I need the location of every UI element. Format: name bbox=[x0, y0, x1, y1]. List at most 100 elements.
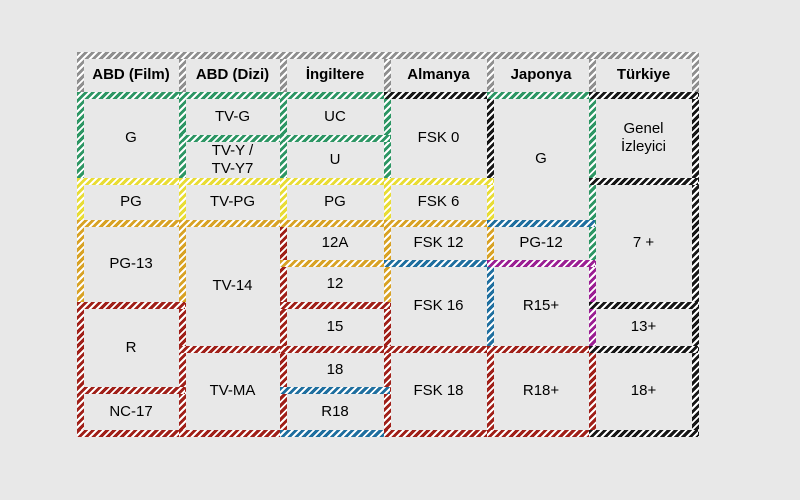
border-v-red bbox=[77, 302, 84, 436]
border-h-blue bbox=[384, 260, 493, 267]
cell-ingiltere-uc: UC bbox=[324, 107, 346, 125]
border-h-green bbox=[280, 92, 390, 99]
border-h-green bbox=[487, 92, 595, 99]
border-v-gold bbox=[487, 220, 494, 266]
cell-turkiye-18: 18+ bbox=[630, 382, 657, 399]
border-h-magenta bbox=[487, 260, 595, 267]
border-v-gray bbox=[280, 52, 287, 98]
border-h-black bbox=[589, 302, 698, 309]
cell-turkiye-7: 7 + bbox=[632, 234, 655, 251]
border-h-gold bbox=[77, 220, 185, 227]
border-h-red bbox=[77, 302, 185, 309]
cell-almanya-fsk-18: FSK 18 bbox=[413, 382, 464, 399]
border-h-yellow bbox=[179, 178, 286, 185]
border-v-gray bbox=[692, 52, 699, 98]
cell-ingiltere-18: 18 bbox=[326, 360, 344, 378]
border-v-yellow bbox=[280, 178, 287, 226]
border-h-blue bbox=[280, 387, 390, 394]
border-h-yellow bbox=[77, 178, 185, 185]
cell-ingiltere-12: 12 bbox=[326, 275, 344, 292]
cell-abd-dizi-tv-14: TV-14 bbox=[212, 277, 253, 294]
cell-japonya-g: G bbox=[535, 150, 547, 167]
border-h-black bbox=[384, 92, 493, 99]
border-v-gold bbox=[179, 220, 186, 308]
cell-ingiltere-15: 15 bbox=[326, 318, 344, 335]
border-h-red bbox=[280, 346, 390, 353]
border-v-gray bbox=[487, 52, 494, 98]
border-h-gold bbox=[179, 220, 286, 227]
border-h-green bbox=[77, 92, 185, 99]
border-h-red bbox=[384, 346, 493, 353]
border-v-yellow bbox=[179, 178, 186, 226]
border-h-black bbox=[589, 92, 698, 99]
border-h-red bbox=[280, 302, 390, 309]
header-turkiye: Türkiye bbox=[616, 66, 671, 83]
header-japonya: Japonya bbox=[510, 66, 572, 83]
cell-japonya-r15: R15+ bbox=[522, 297, 560, 314]
header-abd-dizi: ABD (Dizi) bbox=[195, 66, 270, 83]
border-v-black bbox=[692, 92, 699, 436]
cell-abd-dizi-tv-pg: TV-PG bbox=[209, 193, 255, 210]
cell-abd-film-nc-17: NC-17 bbox=[109, 402, 153, 420]
border-h-gold bbox=[384, 220, 493, 227]
border-h-green bbox=[280, 135, 390, 142]
border-v-red bbox=[179, 302, 186, 436]
border-v-gray bbox=[384, 52, 391, 98]
border-h-blue bbox=[280, 430, 390, 437]
border-h-black bbox=[589, 346, 698, 353]
border-h-red bbox=[384, 430, 493, 437]
cell-abd-film-r: R bbox=[125, 338, 137, 356]
border-v-yellow bbox=[77, 178, 84, 226]
border-h-yellow bbox=[384, 178, 493, 185]
cell-ingiltere-12a: 12A bbox=[321, 234, 349, 251]
cell-turkiye-13: 13+ bbox=[630, 318, 657, 335]
cell-almanya-fsk-12: FSK 12 bbox=[413, 234, 464, 251]
border-h-gold bbox=[280, 220, 390, 227]
header-abd-film: ABD (Film) bbox=[92, 66, 170, 83]
border-h-red bbox=[179, 346, 286, 353]
header-ingiltere: İngiltere bbox=[305, 66, 365, 83]
cell-abd-dizi-tv-ma: TV-MA bbox=[209, 382, 256, 399]
header-almanya: Almanya bbox=[407, 66, 470, 83]
cell-abd-dizi-tv-g: TV-G bbox=[214, 107, 250, 125]
cell-turkiye-genel-izleyici: Genel İzleyici bbox=[620, 120, 666, 155]
cell-ingiltere-r18: R18 bbox=[321, 402, 349, 420]
cell-almanya-fsk-16: FSK 16 bbox=[413, 297, 464, 314]
border-h-gray bbox=[77, 52, 698, 59]
border-h-black bbox=[589, 430, 698, 437]
cell-ingiltere-pg: PG bbox=[324, 193, 346, 210]
cell-abd-film-g: G bbox=[125, 129, 137, 146]
border-h-gold bbox=[280, 260, 390, 267]
border-v-red bbox=[384, 302, 391, 436]
border-v-black bbox=[487, 92, 494, 184]
border-h-black bbox=[589, 178, 698, 185]
cell-almanya-fsk-0: FSK 0 bbox=[417, 129, 460, 146]
border-h-red bbox=[77, 387, 185, 394]
cell-ingiltere-u: U bbox=[329, 150, 341, 168]
border-h-red bbox=[487, 346, 595, 353]
border-v-gray bbox=[589, 52, 596, 98]
border-v-blue bbox=[487, 260, 494, 352]
cell-abd-film-pg: PG bbox=[120, 193, 142, 210]
border-v-gray bbox=[179, 52, 186, 98]
border-h-yellow bbox=[280, 178, 390, 185]
border-v-yellow bbox=[487, 178, 494, 226]
cell-almanya-fsk-6: FSK 6 bbox=[417, 193, 460, 210]
border-h-green bbox=[179, 135, 286, 142]
cell-japonya-r18: R18+ bbox=[522, 382, 560, 399]
border-v-red bbox=[589, 346, 596, 436]
border-v-gray bbox=[77, 52, 84, 98]
border-v-green bbox=[77, 92, 84, 184]
border-h-blue bbox=[487, 220, 595, 227]
border-v-yellow bbox=[384, 178, 391, 226]
cell-abd-dizi-tv-y-tv-y7: TV-Y / TV-Y7 bbox=[211, 141, 254, 177]
border-v-red bbox=[280, 220, 287, 436]
cell-japonya-pg-12: PG-12 bbox=[519, 234, 563, 251]
border-v-gold bbox=[77, 220, 84, 308]
border-h-red bbox=[77, 430, 185, 437]
border-h-red bbox=[487, 430, 595, 437]
ratings-table: ABD (Film) G PG PG-13 R NC-17 ABD (Dizi) TV-G TV… bbox=[77, 52, 699, 437]
border-h-red bbox=[179, 430, 286, 437]
border-v-red bbox=[487, 346, 494, 436]
